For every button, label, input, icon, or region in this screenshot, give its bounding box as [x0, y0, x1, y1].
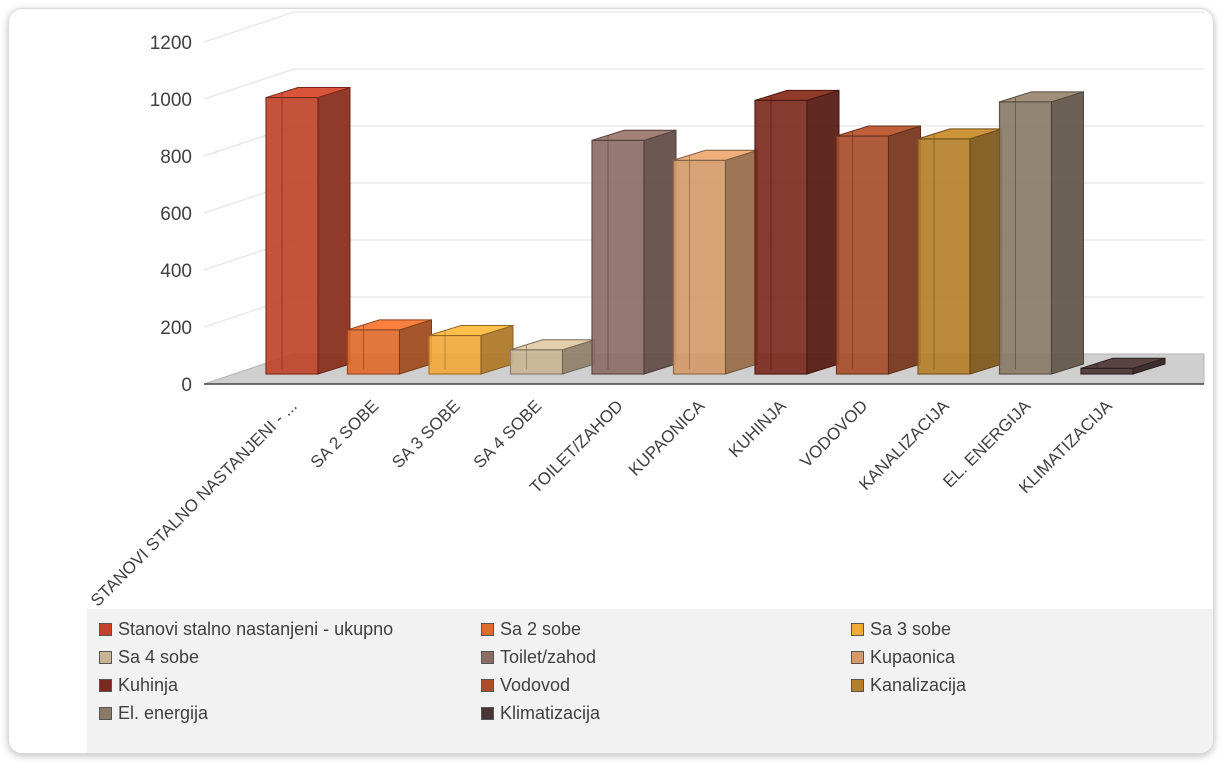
gridline [203, 11, 1204, 43]
legend: Stanovi stalno nastanjeni - ukupno Sa 2 s… [87, 609, 1213, 753]
legend-label: Sa 4 sobe [118, 646, 200, 667]
legend-item: Sa 4 sobe [99, 643, 199, 671]
chart-frame: 0 200 400 600 800 1000 1200 STANOVI STALNO NAS… [8, 8, 1214, 754]
legend-label: Stanovi stalno nastanjeni - ukupno [118, 618, 394, 639]
legend-label: Sa 2 sobe [500, 618, 582, 639]
legend-swatch [481, 706, 494, 720]
legend-swatch [481, 650, 494, 664]
legend-swatch [99, 706, 112, 720]
x-tick-label: KUPAONICA [625, 396, 709, 480]
bar [1080, 357, 1166, 375]
legend-item: Kuhinja [99, 671, 178, 699]
legend-swatch [481, 622, 494, 636]
bar [346, 319, 432, 375]
bar [428, 324, 514, 375]
legend-swatch [99, 678, 112, 692]
y-tick-label: 600 [160, 204, 192, 225]
bar [672, 149, 758, 375]
bar [998, 91, 1084, 375]
legend-swatch [99, 622, 112, 636]
bar [754, 89, 840, 375]
legend-item: Toilet/zahod [481, 643, 596, 671]
bars [265, 86, 1166, 375]
legend-label: El. energija [118, 702, 209, 723]
y-tick-label: 800 [160, 147, 192, 168]
bar [835, 125, 921, 375]
bar [509, 339, 595, 375]
legend-swatch [851, 622, 864, 636]
y-tick-label: 400 [160, 261, 192, 282]
legend-item: Klimatizacija [481, 699, 600, 727]
bar [591, 129, 677, 375]
legend-item: Sa 3 sobe [851, 615, 951, 643]
x-tick-label: VODOVOD [796, 396, 871, 471]
legend-label: Toilet/zahod [500, 646, 597, 667]
legend-item: Vodovod [481, 671, 570, 699]
legend-item: Kupaonica [851, 643, 955, 671]
legend-swatch [851, 678, 864, 692]
x-axis-labels: STANOVI STALNO NASTANJENI - ... SA 2 SOBE… [87, 396, 1116, 609]
bar [265, 86, 351, 375]
legend-label: Kanalizacija [870, 674, 967, 695]
gridline [203, 68, 1204, 100]
legend-label: Klimatizacija [500, 702, 601, 723]
y-tick-label: 200 [160, 318, 192, 339]
legend-label: Kuhinja [118, 674, 179, 695]
y-axis-ticks: 0 200 400 600 800 1000 1200 [150, 33, 192, 396]
y-tick-label: 0 [181, 375, 192, 396]
legend-item: Stanovi stalno nastanjeni - ukupno [99, 615, 393, 643]
legend-item: El. energija [99, 699, 208, 727]
legend-label: Sa 3 sobe [870, 618, 952, 639]
legend-swatch [481, 678, 494, 692]
x-tick-label: SA 3 SOBE [388, 396, 464, 472]
x-tick-label: STANOVI STALNO NASTANJENI - ... [87, 396, 301, 609]
y-tick-label: 1000 [150, 90, 192, 111]
legend-item: Sa 2 sobe [481, 615, 581, 643]
y-tick-label: 1200 [150, 33, 192, 54]
legend-label: Kupaonica [870, 646, 956, 667]
legend-label: Vodovod [500, 674, 571, 695]
x-tick-label: SA 4 SOBE [470, 396, 546, 472]
x-tick-label: KUHINJA [725, 396, 790, 461]
legend-swatch [99, 650, 112, 664]
legend-item: Kanalizacija [851, 671, 966, 699]
x-tick-label: SA 2 SOBE [307, 396, 383, 472]
legend-swatch [851, 650, 864, 664]
bar-chart: 0 200 400 600 800 1000 1200 STANOVI STALNO NAS… [87, 11, 1205, 609]
bar [917, 128, 1003, 375]
